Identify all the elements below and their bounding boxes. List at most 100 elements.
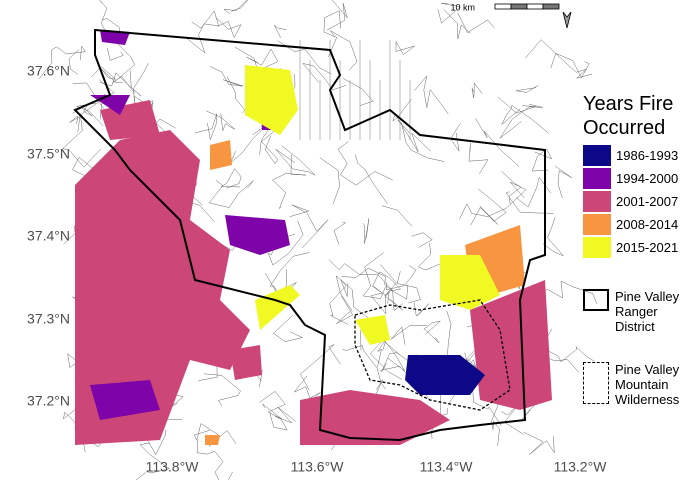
- road: [39, 45, 86, 79]
- road: [423, 320, 442, 343]
- wilderness-label: Pine Valley Mountain Wilderness: [615, 362, 680, 407]
- legend-swatch: [583, 168, 611, 189]
- road: [395, 40, 416, 55]
- lon-label: 113.6°W: [291, 459, 345, 475]
- road: [206, 110, 236, 131]
- road: [396, 271, 421, 304]
- road: [294, 375, 314, 407]
- road: [501, 171, 522, 205]
- fire-area: [230, 345, 262, 380]
- road: [362, 252, 386, 299]
- road: [554, 165, 573, 198]
- lat-label: 37.3°N: [27, 311, 70, 327]
- road: [377, 337, 387, 368]
- road: [531, 148, 553, 172]
- road: [385, 265, 417, 291]
- road: [196, 439, 233, 480]
- road: [381, 205, 413, 227]
- road: [499, 104, 543, 139]
- fire-areas: [75, 30, 552, 445]
- road: [69, 101, 100, 124]
- fire-area: [245, 65, 298, 135]
- road: [91, 66, 123, 83]
- legend-item: 2001-2007: [583, 190, 683, 213]
- legend-label: 1994-2000: [616, 171, 679, 186]
- road: [468, 142, 489, 174]
- road: [330, 30, 358, 71]
- legend-district: Pine Valley Ranger District: [583, 289, 683, 334]
- road: [459, 181, 527, 220]
- road: [68, 49, 80, 75]
- road: [372, 271, 402, 297]
- scale-bar: 10 km: [450, 2, 560, 12]
- fire-area: [255, 285, 300, 330]
- road: [277, 40, 332, 75]
- wilderness-boundary: [354, 299, 511, 411]
- road: [475, 118, 520, 167]
- fire-area: [405, 355, 485, 395]
- fire-area: [210, 140, 232, 170]
- scale-segment: [510, 3, 528, 10]
- lat-label: 37.5°N: [27, 146, 70, 162]
- road: [333, 221, 347, 245]
- road: [542, 216, 564, 257]
- road: [525, 39, 592, 79]
- road: [223, 0, 249, 14]
- road: [414, 75, 449, 115]
- legend: Years Fire Occurred 1986-1993 1994-2000 20…: [583, 92, 683, 407]
- scale-segment: [542, 3, 560, 10]
- fire-area: [225, 215, 290, 255]
- road: [275, 145, 316, 176]
- legend-item: 2015-2021: [583, 236, 683, 259]
- road: [62, 113, 101, 168]
- road: [417, 243, 444, 271]
- road: [269, 252, 310, 302]
- road: [337, 141, 393, 186]
- road: [457, 12, 495, 34]
- north-arrow: [562, 11, 572, 29]
- lat-label: 37.6°N: [27, 63, 70, 79]
- scale-segment: [526, 3, 544, 10]
- legend-label: 2001-2007: [616, 194, 679, 209]
- road: [259, 391, 286, 420]
- road: [381, 352, 414, 372]
- road: [370, 285, 390, 315]
- road: [135, 442, 171, 480]
- road: [328, 259, 404, 311]
- road: [341, 267, 408, 300]
- road: [273, 314, 304, 342]
- legend-swatch: [583, 191, 611, 212]
- road: [107, 48, 124, 61]
- road: [269, 406, 296, 431]
- legend-item: 2008-2014: [583, 213, 683, 236]
- road: [392, 98, 432, 153]
- legend-wilderness: Pine Valley Mountain Wilderness: [583, 362, 683, 407]
- lat-label: 37.2°N: [27, 393, 70, 409]
- legend-item: 1994-2000: [583, 167, 683, 190]
- road: [523, 431, 555, 455]
- road: [443, 9, 471, 39]
- road: [323, 10, 341, 58]
- road: [515, 176, 551, 208]
- legend-label: 1986-1993: [616, 148, 679, 163]
- road: [209, 66, 244, 87]
- legend-swatch: [583, 237, 611, 258]
- fire-area: [100, 30, 130, 45]
- district-swatch: [583, 289, 609, 311]
- road: [193, 423, 237, 447]
- road: [329, 279, 349, 325]
- fire-area: [90, 380, 160, 420]
- legend-swatch: [583, 214, 611, 235]
- road: [390, 325, 428, 345]
- scale-segment: [494, 3, 512, 10]
- road: [471, 82, 483, 98]
- road: [300, 344, 341, 391]
- road: [63, 409, 77, 430]
- road: [194, 113, 218, 141]
- road: [215, 16, 242, 39]
- fire-area: [470, 280, 552, 410]
- road: [472, 391, 502, 426]
- lon-label: 113.4°W: [420, 459, 474, 475]
- road: [99, 70, 142, 97]
